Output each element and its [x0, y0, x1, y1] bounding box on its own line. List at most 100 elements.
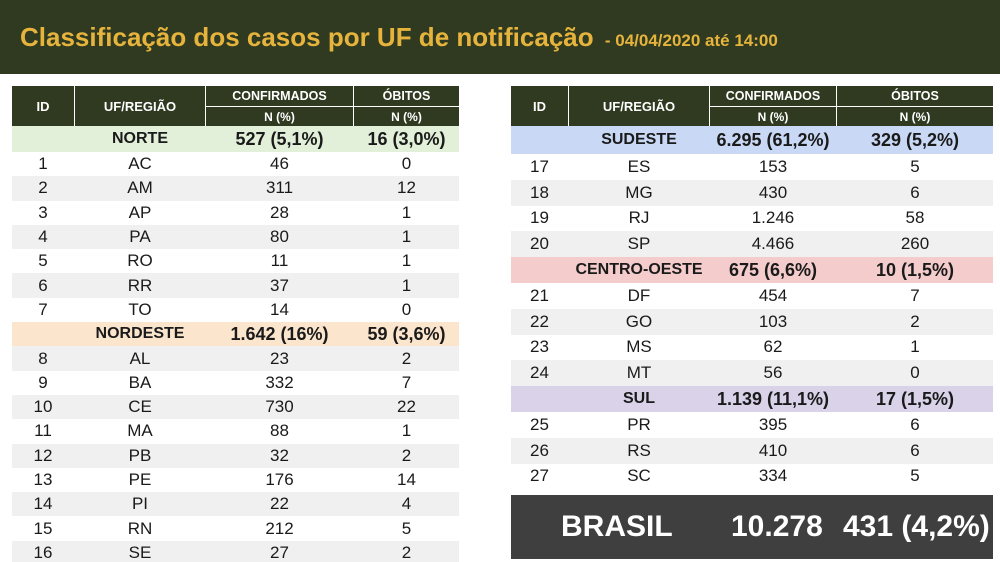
row-uf: MA: [127, 421, 153, 441]
header-confirmed: CONFIRMADOS: [206, 86, 353, 106]
row-confirmed: 80: [270, 227, 289, 247]
row-uf: PR: [627, 414, 651, 434]
row-confirmed: 14: [270, 299, 289, 319]
row-uf: SE: [128, 542, 152, 562]
row-deaths: 14: [397, 470, 416, 489]
region-name: SUL: [623, 390, 655, 408]
row-deaths: 6: [910, 414, 920, 434]
row-id: 13: [33, 470, 53, 489]
row-id: 21: [530, 285, 549, 305]
brasil-label: BRASIL: [561, 510, 673, 543]
row-confirmed: 27: [270, 542, 289, 562]
left-table: ID UF/REGIÃO CONFIRMADOS N (%) ÓBITOS N …: [12, 86, 459, 562]
table-row: 2 AM 311 12: [12, 176, 459, 201]
row-deaths: 1: [401, 421, 412, 441]
region-deaths: 329 (5,2%): [870, 129, 960, 150]
row-deaths: 0: [401, 299, 412, 319]
row-deaths: 2: [401, 542, 412, 562]
row-confirmed: 62: [763, 337, 783, 357]
row-id: 12: [33, 445, 53, 465]
row-deaths: 12: [397, 178, 416, 198]
region-deaths: 17 (1,5%): [875, 388, 955, 409]
table-row: 26 RS 410 6: [511, 437, 993, 464]
row-uf: ES: [627, 156, 651, 176]
row-uf: BA: [128, 372, 152, 392]
header-confirmed-n: N (%): [206, 107, 353, 126]
right-table: ID UF/REGIÃO CONFIRMADOS N (%) ÓBITOS N …: [511, 86, 993, 489]
region-name: SUDESTE: [601, 131, 677, 148]
region-row-nordeste: NORDESTE 1.642 (16%) 59 (3,6%): [12, 322, 459, 347]
region-name: CENTRO-OESTE: [575, 261, 703, 279]
row-confirmed: 23: [270, 348, 289, 368]
row-id: 25: [530, 414, 549, 434]
row-uf: AM: [127, 178, 153, 198]
row-confirmed: 395: [758, 414, 788, 434]
region-name: NORTE: [112, 130, 168, 147]
header-deaths-n: N (%): [354, 107, 459, 126]
row-deaths: 1: [401, 275, 412, 295]
row-uf: SC: [627, 466, 651, 486]
row-id: 1: [38, 154, 48, 174]
left-table-body: NORTE 527 (5,1%) 16 (3,0%) 1 AC 46 0 2 AM 311 12 3 A…: [12, 126, 459, 562]
row-confirmed: 176: [265, 470, 294, 489]
left-table-header: ID UF/REGIÃO CONFIRMADOS N (%) ÓBITOS N …: [12, 86, 459, 126]
row-id: 19: [530, 208, 549, 228]
row-uf: RO: [127, 251, 153, 271]
row-confirmed: 88: [270, 421, 289, 441]
row-confirmed: 430: [758, 182, 788, 202]
row-uf: PI: [131, 494, 149, 514]
row-deaths: 6: [910, 182, 920, 202]
row-id: 4: [38, 227, 48, 247]
brasil-deaths: 431 (4,2%): [843, 510, 990, 543]
row-deaths: 2: [910, 311, 920, 331]
row-id: 26: [530, 440, 549, 460]
row-uf: RJ: [628, 208, 650, 228]
row-id: 2: [38, 178, 48, 198]
table-row: 9 BA 332 7: [12, 371, 459, 395]
row-confirmed: 311: [265, 178, 294, 198]
row-id: 20: [530, 234, 549, 254]
row-uf: TO: [128, 299, 152, 319]
row-confirmed: 4.466: [751, 234, 795, 254]
row-id: 5: [38, 251, 48, 271]
row-deaths: 1: [401, 227, 412, 247]
row-uf: RR: [127, 275, 153, 295]
row-id: 9: [38, 372, 48, 392]
row-confirmed: 730: [265, 397, 294, 417]
table-row: 15 RN 212 5: [12, 516, 459, 540]
region-deaths: 59 (3,6%): [367, 323, 446, 344]
region-row-norte: NORTE 527 (5,1%) 16 (3,0%): [12, 126, 459, 152]
table-row: 23 MS 62 1: [511, 335, 993, 361]
table-row: 18 MG 430 6: [511, 179, 993, 206]
row-confirmed: 1.246: [751, 208, 795, 228]
region-confirmed: 1.139 (11,1%): [716, 388, 830, 409]
row-deaths: 1: [401, 202, 412, 222]
row-confirmed: 332: [265, 372, 294, 392]
region-row-centro: CENTRO-OESTE 675 (6,6%) 10 (1,5%): [511, 257, 993, 283]
row-confirmed: 334: [758, 466, 788, 486]
row-uf: AL: [129, 348, 151, 368]
row-deaths: 5: [401, 518, 412, 538]
table-row: 5 RO 11 1: [12, 249, 459, 273]
row-deaths: 0: [910, 363, 920, 383]
table-row: 11 MA 88 1: [12, 419, 459, 443]
table-row: 24 MT 56 0: [511, 360, 993, 387]
header-id: ID: [511, 86, 568, 126]
region-deaths: 10 (1,5%): [875, 259, 955, 280]
row-confirmed: 212: [265, 518, 294, 538]
row-deaths: 0: [401, 154, 412, 174]
title-bar: Classificação dos casos por UF de notifi…: [0, 0, 1000, 74]
row-uf: CE: [128, 397, 152, 417]
table-row: 1 AC 46 0: [12, 152, 459, 176]
header-deaths-n: N (%): [837, 107, 993, 126]
brasil-confirmed: 10.278: [731, 510, 823, 543]
row-confirmed: 22: [270, 494, 289, 514]
row-confirmed: 56: [763, 363, 783, 383]
table-row: 27 SC 334 5: [511, 464, 993, 490]
region-deaths: 16 (3,0%): [367, 128, 446, 149]
right-table-body: SUDESTE 6.295 (61,2%) 329 (5,2%) 17 ES 153 5 18…: [511, 126, 993, 489]
region-confirmed: 675 (6,6%): [728, 259, 818, 280]
row-id: 10: [33, 397, 53, 417]
row-uf: AP: [128, 202, 152, 222]
table-row: 19 RJ 1.246 58: [511, 206, 993, 232]
